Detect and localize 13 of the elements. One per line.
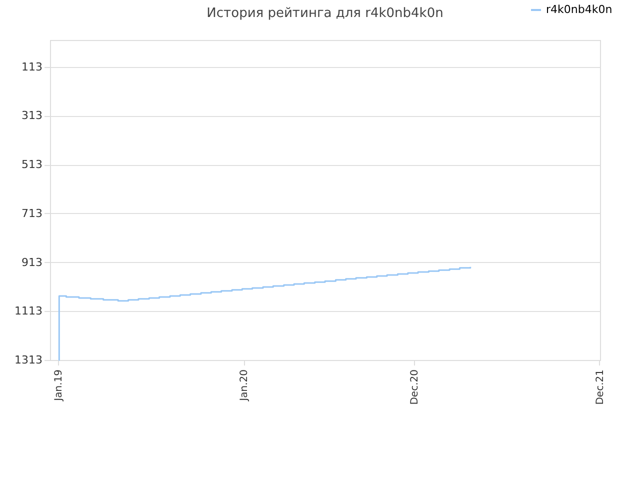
y-tick-label: 1113	[14, 304, 42, 318]
y-tick-label: 113	[22, 60, 42, 74]
y-tick-label: 1313	[14, 354, 42, 366]
x-tick-label: Jan.19	[54, 370, 65, 402]
x-tick-label: Jan.20	[239, 370, 250, 402]
y-tick-label: 913	[22, 256, 42, 269]
x-tick-label: Dec.21	[594, 370, 606, 405]
y-tick-label: 713	[22, 206, 42, 220]
y-tick-label: 313	[22, 109, 42, 122]
x-tick-label: Dec.20	[409, 370, 420, 405]
legend-label: r4k0nb4k0n	[546, 3, 612, 16]
chart-title: История рейтинга для r4k0nb4k0n	[206, 6, 444, 21]
y-tick-label: 513	[22, 158, 42, 172]
